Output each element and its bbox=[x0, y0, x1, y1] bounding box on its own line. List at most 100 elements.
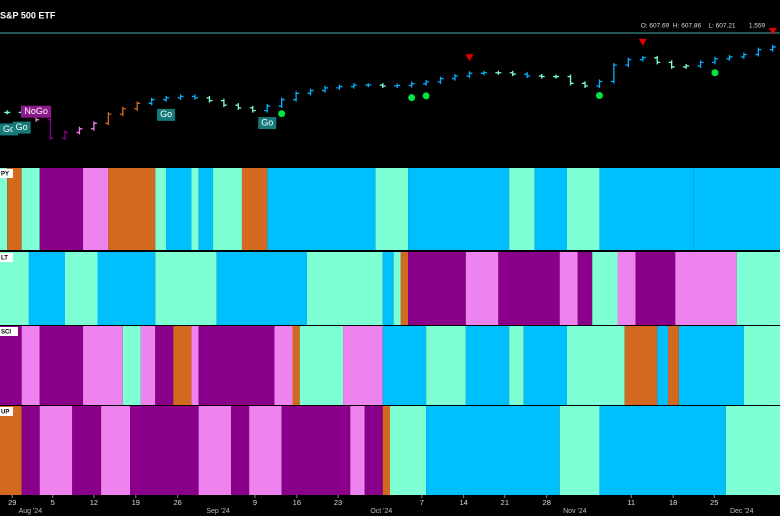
x-tick-label: 19 bbox=[132, 498, 140, 507]
month-label: Nov '24 bbox=[563, 508, 587, 515]
band-segment bbox=[72, 406, 102, 495]
band-segment bbox=[39, 406, 73, 495]
x-tick-label: 26 bbox=[173, 498, 181, 507]
panel-label-box bbox=[0, 407, 13, 416]
band-segment bbox=[216, 252, 307, 325]
price-bar bbox=[47, 117, 54, 140]
band-segment bbox=[281, 406, 351, 495]
band-segment bbox=[166, 168, 192, 250]
band-segment bbox=[191, 326, 199, 405]
band-segment bbox=[65, 252, 98, 325]
band-segment bbox=[393, 252, 401, 325]
price-bar bbox=[466, 71, 473, 79]
band-segment bbox=[108, 168, 156, 250]
x-tick-label: 21 bbox=[501, 498, 509, 507]
x-tick-label: 12 bbox=[90, 498, 98, 507]
annotation: Go bbox=[3, 124, 15, 134]
price-bar bbox=[394, 83, 401, 89]
band-segment bbox=[306, 252, 383, 325]
month-label: Aug '24 bbox=[19, 508, 43, 515]
ohlc-legend: O: 607.69 H: 607.86 L: 607.21 1.559 bbox=[641, 23, 766, 30]
panel-label-box bbox=[0, 253, 13, 262]
month-label: Oct '24 bbox=[370, 508, 392, 515]
price-bar bbox=[307, 88, 314, 96]
go-dot bbox=[711, 69, 719, 77]
price-bar bbox=[90, 121, 97, 131]
price-bar bbox=[220, 98, 227, 108]
band-segment bbox=[509, 326, 524, 405]
band-segment bbox=[39, 326, 84, 405]
panel-label: PY bbox=[1, 172, 9, 178]
band-segment bbox=[693, 168, 780, 250]
band-segment bbox=[7, 168, 22, 250]
price-bar bbox=[452, 74, 458, 81]
x-tick-label: 7 bbox=[420, 498, 424, 507]
price-bar bbox=[437, 76, 444, 84]
band-segment bbox=[382, 406, 390, 495]
band-segment bbox=[0, 252, 29, 325]
band-segment bbox=[292, 326, 300, 405]
price-bar bbox=[119, 106, 126, 117]
band-segment bbox=[97, 252, 156, 325]
band-segment bbox=[426, 326, 466, 405]
band-segment bbox=[213, 168, 242, 250]
price-bar bbox=[769, 44, 776, 52]
annotation-box bbox=[21, 105, 52, 118]
band-segment bbox=[274, 326, 293, 405]
band-segment bbox=[364, 406, 383, 495]
band-segment bbox=[534, 168, 567, 250]
legend-entry: L: 607.21 bbox=[708, 23, 735, 30]
band-segment bbox=[509, 168, 535, 250]
band-segment bbox=[617, 252, 636, 325]
band-segment bbox=[241, 168, 268, 250]
band-segment bbox=[155, 326, 174, 405]
band-segment bbox=[523, 326, 567, 405]
price-bar bbox=[596, 79, 603, 89]
band-segment bbox=[736, 252, 780, 325]
band-segment bbox=[668, 326, 679, 405]
band-segment bbox=[101, 406, 130, 495]
price-bar bbox=[192, 94, 198, 100]
month-label: Sep '24 bbox=[206, 508, 230, 515]
price-bar bbox=[264, 104, 271, 113]
band-segment bbox=[198, 406, 232, 495]
band-segment bbox=[198, 326, 275, 405]
nogo-triangle bbox=[768, 27, 777, 35]
band-segment bbox=[400, 252, 409, 325]
price-bar bbox=[423, 79, 430, 86]
price-bar bbox=[105, 112, 112, 126]
band-segment bbox=[21, 326, 40, 405]
price-bar bbox=[553, 74, 560, 79]
x-tick-label: 25 bbox=[710, 498, 718, 507]
price-bar bbox=[639, 55, 646, 62]
price-bar bbox=[4, 110, 11, 115]
band-segment bbox=[343, 326, 383, 405]
band-segment bbox=[592, 252, 618, 325]
go-dot bbox=[408, 94, 416, 102]
band-segment bbox=[743, 326, 780, 405]
band-segment bbox=[249, 406, 282, 495]
band-segment bbox=[173, 326, 192, 405]
band-segment bbox=[21, 406, 40, 495]
band-segment bbox=[21, 168, 40, 250]
x-tick-label: 29 bbox=[8, 498, 16, 507]
annotation-box bbox=[0, 123, 18, 136]
band-segment bbox=[498, 252, 560, 325]
band-segment bbox=[599, 168, 694, 250]
panel-label: UP bbox=[1, 410, 9, 416]
price-bar bbox=[538, 74, 545, 79]
legend-entry: 1.559 bbox=[749, 23, 766, 30]
x-tick-label: 23 bbox=[334, 498, 342, 507]
price-bar bbox=[755, 47, 762, 57]
price-bar bbox=[336, 84, 343, 90]
x-tick-label: 16 bbox=[293, 498, 301, 507]
price-bar bbox=[235, 103, 242, 110]
band-segment bbox=[382, 252, 394, 325]
annotation: Go bbox=[160, 109, 172, 119]
nogo-triangle bbox=[465, 54, 474, 62]
band-segment bbox=[408, 168, 510, 250]
band-segment bbox=[83, 168, 109, 250]
annotation-box bbox=[12, 121, 31, 134]
price-bar bbox=[683, 64, 690, 69]
